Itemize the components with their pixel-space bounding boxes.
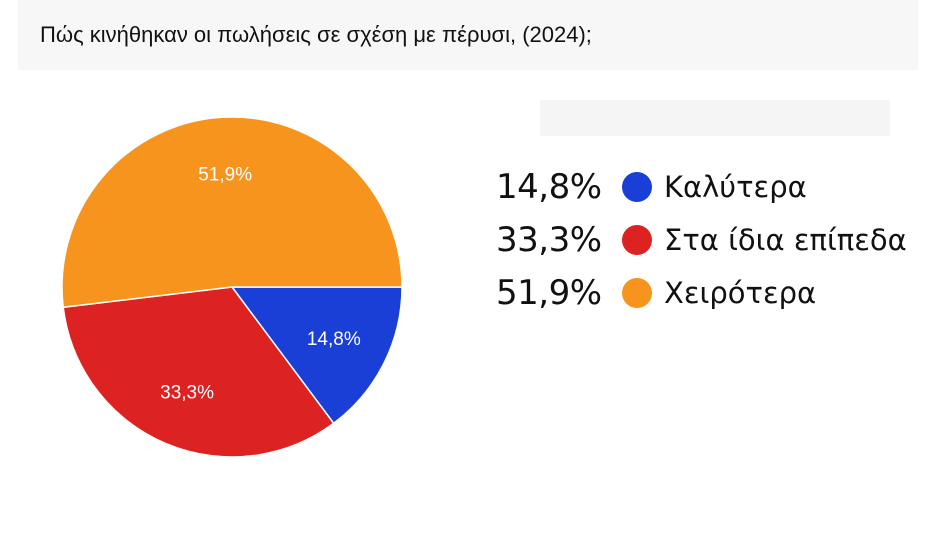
legend-item-same: 33,3% Στα ίδια επίπεδα xyxy=(496,213,907,266)
slice-data-label: 14,8% xyxy=(307,329,361,350)
legend-label: Καλύτερα xyxy=(664,169,807,204)
slice-data-label: 51,9% xyxy=(198,164,252,185)
pie-slice xyxy=(230,286,403,425)
legend: 14,8% Καλύτερα 33,3% Στα ίδια επίπεδα 51… xyxy=(496,160,907,319)
legend-item-better: 14,8% Καλύτερα xyxy=(496,160,907,213)
legend-color-dot xyxy=(622,277,652,308)
legend-color-dot xyxy=(622,224,652,255)
chart-title: Πώς κινήθηκαν οι πωλήσεις σε σχέση με πέ… xyxy=(40,22,592,47)
legend-percent: 33,3% xyxy=(496,219,602,260)
legend-percent: 51,9% xyxy=(496,272,602,313)
legend-percent: 14,8% xyxy=(496,166,602,207)
slice-data-label: 33,3% xyxy=(160,383,214,404)
title-bar xyxy=(18,0,918,70)
legend-item-worse: 51,9% Χειρότερα xyxy=(496,266,907,319)
legend-label: Στα ίδια επίπεδα xyxy=(664,222,907,257)
legend-header-band xyxy=(540,100,890,136)
legend-color-dot xyxy=(622,171,652,202)
pie-slice xyxy=(62,286,335,458)
legend-label: Χειρότερα xyxy=(664,275,817,310)
pie-slice xyxy=(61,116,403,309)
